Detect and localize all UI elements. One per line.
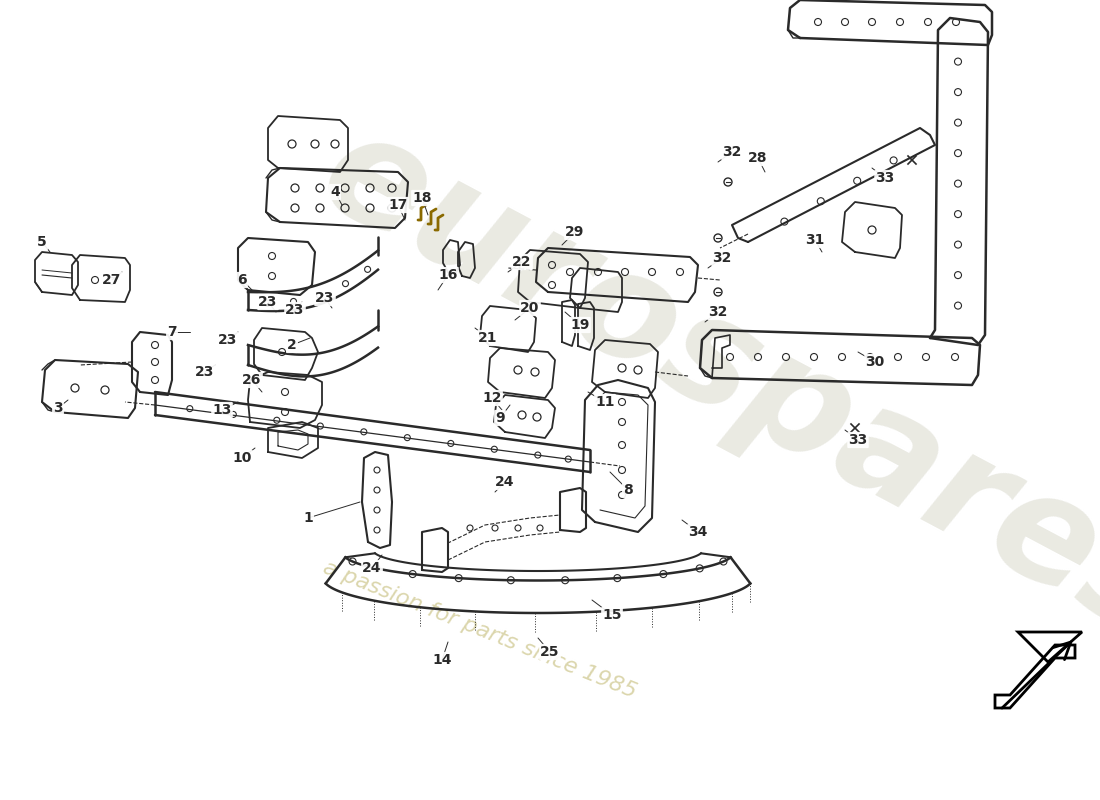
Text: 6: 6	[238, 273, 246, 287]
Text: 21: 21	[478, 331, 497, 345]
Text: 32: 32	[713, 251, 732, 265]
Text: 30: 30	[866, 355, 884, 369]
Text: 34: 34	[689, 525, 707, 539]
Text: 20: 20	[520, 301, 540, 315]
Text: 11: 11	[595, 395, 615, 409]
Text: 2: 2	[287, 338, 297, 352]
Text: 22: 22	[513, 255, 531, 269]
Text: 4: 4	[330, 185, 340, 199]
Text: 14: 14	[432, 653, 452, 667]
Text: 23: 23	[196, 365, 214, 379]
Text: a passion for parts since 1985: a passion for parts since 1985	[320, 558, 640, 702]
Text: 15: 15	[603, 608, 622, 622]
Text: 31: 31	[805, 233, 825, 247]
Text: 27: 27	[102, 273, 122, 287]
Text: 29: 29	[565, 225, 585, 239]
Text: 1: 1	[304, 511, 312, 525]
Text: 25: 25	[540, 645, 560, 659]
Text: 18: 18	[412, 191, 431, 205]
Text: 23: 23	[285, 303, 305, 317]
Text: 23: 23	[316, 291, 334, 305]
Text: 32: 32	[708, 305, 728, 319]
Text: 26: 26	[242, 373, 262, 387]
Text: 24: 24	[495, 475, 515, 489]
Text: 5: 5	[37, 235, 47, 249]
Text: 33: 33	[848, 433, 868, 447]
Text: 24: 24	[362, 561, 382, 575]
Text: 16: 16	[438, 268, 458, 282]
Text: 9: 9	[495, 411, 505, 425]
Text: 13: 13	[212, 403, 232, 417]
Text: 23: 23	[218, 333, 238, 347]
Text: 33: 33	[876, 171, 894, 185]
Text: 12: 12	[482, 391, 502, 405]
Text: 19: 19	[570, 318, 590, 332]
Text: 10: 10	[232, 451, 252, 465]
Text: 3: 3	[53, 401, 63, 415]
Text: 8: 8	[623, 483, 632, 497]
Text: 23: 23	[258, 295, 277, 309]
Text: eurospares: eurospares	[297, 98, 1100, 672]
Text: 32: 32	[723, 145, 741, 159]
Text: 28: 28	[748, 151, 768, 165]
Text: 17: 17	[388, 198, 408, 212]
Text: 7: 7	[167, 325, 177, 339]
